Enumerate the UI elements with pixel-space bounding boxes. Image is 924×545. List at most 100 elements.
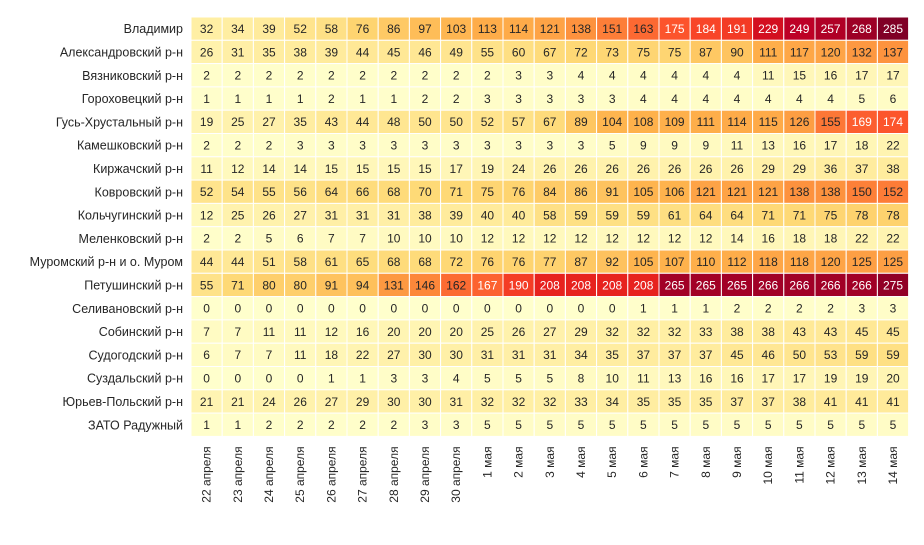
heatmap-cell-value: 53 [824, 348, 838, 362]
heatmap-cell-value: 25 [481, 325, 495, 339]
heatmap-cell-value: 167 [477, 278, 497, 292]
heatmap-cell-value: 38 [294, 45, 308, 59]
heatmap-cell-value: 31 [231, 45, 245, 59]
heatmap-cell-value: 0 [484, 302, 491, 316]
heatmap-cell-value: 191 [727, 22, 747, 36]
heatmap-cell-value: 12 [543, 232, 557, 246]
heatmap-cell-value: 2 [203, 69, 210, 83]
heatmap-cell-value: 151 [602, 22, 622, 36]
heatmap-cell-value: 41 [824, 395, 838, 409]
heatmap-cell-value: 268 [852, 22, 872, 36]
heatmap-cell-value: 1 [359, 371, 366, 385]
heatmap-cell-value: 110 [696, 255, 715, 269]
heatmap-cell-value: 35 [606, 348, 620, 362]
heatmap-cell-value: 68 [418, 255, 432, 269]
heatmap-cell-value: 37 [699, 348, 713, 362]
heatmap-cell-value: 11 [294, 348, 307, 362]
heatmap-cell-value: 75 [637, 45, 651, 59]
heatmap-cell-value: 117 [790, 45, 809, 59]
heatmap-cell-value: 13 [762, 138, 776, 152]
heatmap-cell-value: 4 [578, 69, 585, 83]
heatmap-cell-value: 3 [515, 138, 522, 152]
heatmap-cell-value: 91 [606, 185, 620, 199]
heatmap-cell-value: 3 [422, 418, 429, 432]
row-label: Ковровский р-н [95, 185, 184, 199]
heatmap-cell-value: 249 [789, 22, 809, 36]
heatmap-cell-value: 11 [637, 371, 650, 385]
heatmap-cell-value: 3 [546, 92, 553, 106]
heatmap-cell-value: 138 [789, 185, 809, 199]
heatmap-cell-value: 77 [543, 255, 557, 269]
heatmap-cell-value: 70 [418, 185, 432, 199]
heatmap-cell-value: 146 [415, 278, 435, 292]
column-label: 9 мая [730, 446, 744, 477]
column-label: 14 мая [886, 446, 900, 484]
heatmap-cell-value: 31 [543, 348, 557, 362]
heatmap-cell-value: 58 [543, 208, 557, 222]
heatmap-cell-value: 38 [793, 395, 807, 409]
column-label: 8 мая [699, 446, 713, 477]
row-label: ЗАТО Радужный [88, 418, 183, 432]
heatmap-cell-value: 37 [668, 348, 682, 362]
heatmap-cell-value: 16 [793, 138, 807, 152]
heatmap-cell-value: 12 [606, 232, 620, 246]
heatmap-cell-value: 94 [356, 278, 370, 292]
heatmap-cell-value: 3 [578, 138, 585, 152]
heatmap-cell-value: 16 [824, 69, 838, 83]
heatmap-cell-value: 27 [294, 208, 308, 222]
heatmap-cell-value: 20 [387, 325, 401, 339]
heatmap-cell-value: 26 [637, 162, 651, 176]
heatmap-cell-value: 30 [450, 348, 464, 362]
heatmap-cell-value: 89 [574, 115, 588, 129]
heatmap-cell-value: 31 [512, 348, 526, 362]
heatmap-cell-value: 12 [574, 232, 588, 246]
row-label: Владимир [124, 22, 183, 36]
heatmap-cell-value: 1 [702, 302, 709, 316]
heatmap-cell-value: 265 [727, 278, 747, 292]
heatmap-cell-value: 30 [418, 348, 432, 362]
heatmap-cell-value: 0 [546, 302, 553, 316]
heatmap-cell-value: 35 [294, 115, 308, 129]
heatmap-cell-value: 86 [387, 22, 401, 36]
heatmap-cell-value: 2 [484, 69, 491, 83]
heatmap-cell-value: 125 [852, 255, 872, 269]
heatmap-cell-value: 64 [730, 208, 744, 222]
heatmap-cell-value: 2 [266, 418, 273, 432]
heatmap-cell-value: 104 [602, 115, 622, 129]
heatmap-cell-value: 4 [453, 371, 460, 385]
heatmap-cell-value: 29 [762, 162, 776, 176]
row-label: Собинский р-н [99, 325, 183, 339]
heatmap-cell-value: 3 [422, 138, 429, 152]
heatmap-cell-value: 112 [727, 255, 746, 269]
heatmap-cell-value: 0 [515, 302, 522, 316]
heatmap-cell-value: 73 [606, 45, 620, 59]
heatmap-cell-value: 7 [328, 232, 335, 246]
heatmap-cell-value: 20 [418, 325, 432, 339]
heatmap-cell-value: 76 [356, 22, 370, 36]
heatmap-cell-value: 0 [266, 302, 273, 316]
row-label: Суздальский р-н [87, 372, 183, 386]
heatmap-cells [190, 16, 910, 437]
column-label: 3 мая [543, 446, 557, 477]
heatmap-cell-value: 26 [699, 162, 713, 176]
heatmap-cell-value: 114 [509, 22, 528, 36]
heatmap-cell-value: 5 [796, 418, 803, 432]
heatmap-cell-value: 208 [540, 278, 560, 292]
heatmap-cell-value: 10 [418, 232, 432, 246]
heatmap-cell-value: 17 [855, 69, 869, 83]
heatmap-cell-value: 1 [203, 92, 210, 106]
heatmap-cell-value: 265 [665, 278, 685, 292]
heatmap-cell-value: 131 [384, 278, 404, 292]
heatmap-cell-value: 18 [793, 232, 807, 246]
column-label: 2 мая [512, 446, 526, 477]
heatmap-cell-value: 1 [390, 92, 397, 106]
heatmap-cell-value: 2 [359, 418, 366, 432]
heatmap-cell-value: 68 [387, 185, 401, 199]
heatmap-cell-value: 19 [481, 162, 495, 176]
heatmap-cell-value: 84 [543, 185, 557, 199]
heatmap-cell-value: 4 [827, 92, 834, 106]
heatmap-cell-value: 275 [883, 278, 903, 292]
heatmap-cell-value: 91 [325, 278, 339, 292]
heatmap-cell-value: 38 [762, 325, 776, 339]
heatmap-cell-value: 71 [231, 278, 245, 292]
